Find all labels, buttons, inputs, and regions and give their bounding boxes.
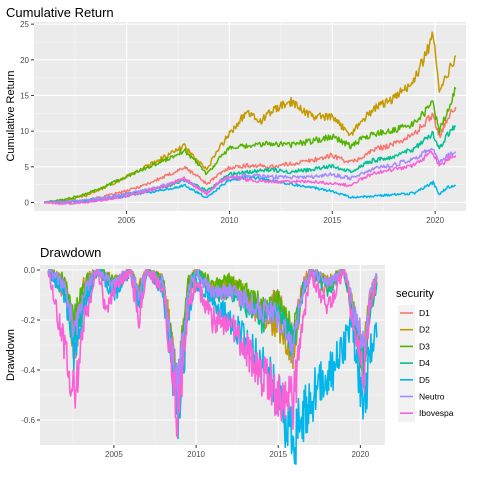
drawdown-y-axis-label: Drawdown <box>5 329 17 381</box>
y-tick-label: -0.4 <box>21 366 35 375</box>
drawdown-series <box>47 269 378 465</box>
drawdown-title: Drawdown <box>40 245 101 260</box>
y-tick-label: 10 <box>20 127 29 136</box>
legend: security D1 D2 D3 D4 D5 Neutro Ibovespa <box>396 288 454 423</box>
y-tick-label: -0.6 <box>21 416 35 425</box>
y-tick-label: 5 <box>25 163 30 172</box>
x-tick-label: 2010 <box>187 450 205 459</box>
x-tick-label: 2005 <box>105 450 123 459</box>
x-tick-label: 2015 <box>323 216 341 225</box>
series-line-ibovespa <box>44 150 457 206</box>
legend-label-d2: D2 <box>419 325 430 335</box>
legend-label-ibovespa: Ibovespa <box>419 408 454 418</box>
cumulative-return-x-ticks: 2005 2010 2015 2020 <box>118 211 445 225</box>
y-tick-label: 0.0 <box>24 266 36 275</box>
x-tick-label: 2015 <box>269 450 287 459</box>
x-tick-label: 2020 <box>351 450 369 459</box>
x-tick-label: 2010 <box>221 216 239 225</box>
legend-label-d5: D5 <box>419 375 430 385</box>
series-line-d2 <box>43 31 457 204</box>
series-line-neutro <box>47 269 378 411</box>
series-line-ibovespa <box>47 269 378 438</box>
y-tick-label: 25 <box>20 20 29 29</box>
legend-label-d1: D1 <box>419 308 430 318</box>
y-tick-label: 15 <box>20 91 29 100</box>
series-line-neutro <box>44 148 457 204</box>
legend-title: security <box>396 288 434 300</box>
y-tick-label: 20 <box>20 56 29 65</box>
drawdown-x-ticks: 2005 2010 2015 2020 <box>105 445 370 459</box>
cumulative-return-y-axis-label: Cumulative Return <box>5 70 17 161</box>
drawdown-panel: Drawdown 0.0 -0.2 -0.4 -0.6 2005 2010 2015 202… <box>5 245 385 465</box>
y-tick-label: 0 <box>25 198 30 207</box>
drawdown-y-ticks: 0.0 -0.2 -0.4 -0.6 <box>21 266 40 425</box>
series-line-d1 <box>44 106 457 204</box>
legend-label-neutro: Neutro <box>419 392 445 402</box>
cumulative-return-y-ticks: 0 5 10 15 20 25 <box>20 20 34 207</box>
series-line-d3 <box>44 86 457 204</box>
cumulative-return-series <box>43 31 457 206</box>
x-tick-label: 2005 <box>118 216 136 225</box>
legend-label-d3: D3 <box>419 341 430 351</box>
x-tick-label: 2020 <box>426 216 444 225</box>
legend-label-d4: D4 <box>419 358 430 368</box>
cumulative-return-title: Cumulative Return <box>6 5 114 20</box>
cumulative-return-panel: Cumulative Return 0 5 10 15 20 25 2005 2010 201… <box>5 5 466 225</box>
legend-items: D1 D2 D3 D4 D5 Neutro Ibovespa <box>398 305 454 423</box>
y-tick-label: -0.2 <box>21 316 35 325</box>
series-line-d5 <box>43 174 456 204</box>
